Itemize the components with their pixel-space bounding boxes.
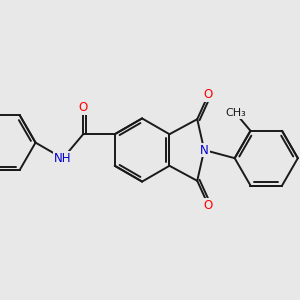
Text: O: O [204,88,213,101]
Text: O: O [204,199,213,212]
Text: CH₃: CH₃ [225,108,246,118]
Text: NH: NH [54,152,72,165]
Text: N: N [200,143,208,157]
Text: O: O [79,101,88,114]
